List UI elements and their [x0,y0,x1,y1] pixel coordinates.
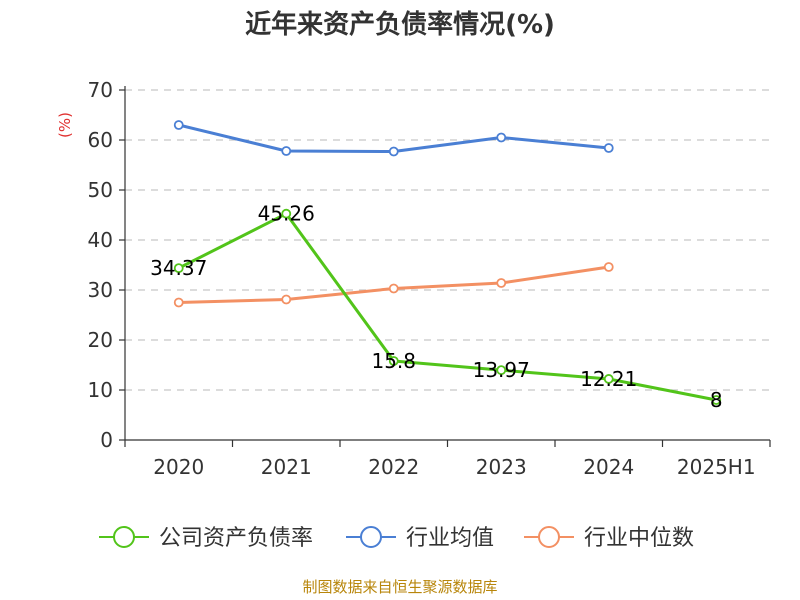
y-tick-label: 20 [88,328,113,352]
data-label: 34.37 [150,256,207,280]
legend-marker [113,526,135,548]
data-point [711,395,722,405]
x-tick-label: 2021 [261,455,312,479]
data-point [173,120,184,130]
data-label: 45.26 [258,202,315,226]
data-point [388,146,399,157]
x-tick-label: 2023 [476,455,527,479]
x-tick-label: 2022 [368,455,419,479]
y-tick-label: 60 [88,128,113,152]
y-tick-label: 70 [88,78,113,102]
data-label: 15.8 [371,349,416,373]
data-point [496,365,507,376]
data-label: 12.21 [580,367,637,391]
y-axis-label: (%) [56,112,74,138]
data-point [603,374,614,384]
data-labels: 34.37 45.26 15.8 13.97 12.21 8 [150,202,723,412]
data-label: 8 [710,388,723,412]
data-point [173,263,184,274]
y-tick-label: 50 [88,178,113,202]
data-point [173,297,184,308]
axes: 0 10 20 30 40 50 60 70 2020 2021 2022 2023 2024 2025H… [88,78,771,479]
data-point [388,283,399,294]
x-tick-label: 2024 [583,455,634,479]
y-tick-label: 40 [88,228,113,252]
chart-title: 近年来资产负债率情况(%) [245,9,555,40]
legend-marker [538,526,560,548]
series-lines [173,120,722,405]
legend-label: 公司资产负债率 [159,526,313,551]
legend: 公司资产负债率 行业均值 行业中位数 [99,526,694,551]
x-tick-label: 2025H1 [677,455,756,479]
data-point [603,262,614,272]
data-point [603,143,614,153]
legend-label: 行业均值 [406,526,494,551]
data-point [388,356,399,366]
legend-label: 行业中位数 [584,526,694,551]
source-note: 制图数据来自恒生聚源数据库 [302,578,497,596]
data-point [281,208,292,219]
y-tick-label: 0 [100,428,113,452]
data-point [281,146,292,156]
data-point [496,132,507,143]
x-tick-label: 2020 [153,455,204,479]
series-line [178,212,717,402]
data-point [496,278,507,288]
legend-marker [360,526,382,548]
y-tick-label: 30 [88,278,113,302]
data-point [281,294,292,305]
y-tick-label: 10 [88,378,113,402]
data-label: 13.97 [473,358,530,382]
